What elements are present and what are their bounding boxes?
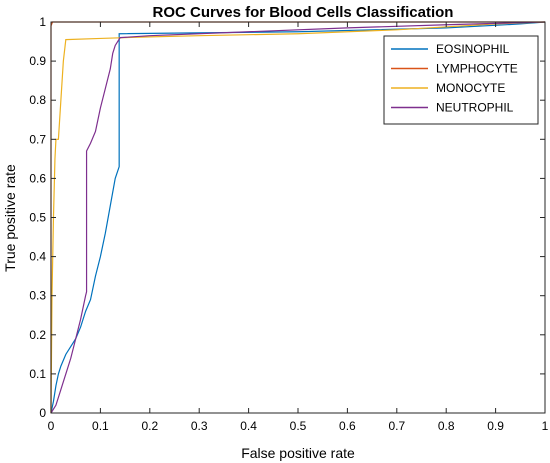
x-tick-label: 0.3 <box>191 419 208 433</box>
x-tick-label: 0 <box>48 419 55 433</box>
y-tick-label: 0.8 <box>29 93 46 107</box>
y-tick-label: 0.7 <box>29 132 46 146</box>
x-tick-label: 0.9 <box>487 419 504 433</box>
y-tick-label: 0.2 <box>29 328 46 342</box>
x-tick-label: 0.2 <box>141 419 158 433</box>
x-axis-label: False positive rate <box>241 445 355 461</box>
legend-label: LYMPHOCYTE <box>436 62 518 76</box>
y-tick-label: 0 <box>39 406 46 420</box>
legend-box <box>383 35 539 125</box>
legend-label: EOSINOPHIL <box>436 42 510 56</box>
plot-area: 0 0.1 0.2 0.3 0.4 0.5 0.6 0.7 0.8 0.9 1 0 0.1 0.2 0.3 0… <box>29 15 548 433</box>
y-tick-label: 0.5 <box>29 211 46 225</box>
series-line-eosinophil <box>50 21 546 414</box>
x-tick-label: 0.1 <box>92 419 109 433</box>
x-tick-label: 0.5 <box>290 419 307 433</box>
x-tick-label: 0.7 <box>388 419 405 433</box>
x-tick-label: 0.8 <box>438 419 455 433</box>
x-tick-label: 1 <box>542 419 549 433</box>
x-tick-label: 0.6 <box>339 419 356 433</box>
y-tick-label: 0.3 <box>29 289 46 303</box>
x-tick-label: 0.4 <box>240 419 257 433</box>
y-tick-label: 0.6 <box>29 171 46 185</box>
y-axis-label: True positive rate <box>2 164 18 272</box>
y-tick-label: 0.9 <box>29 54 46 68</box>
legend-label: MONOCYTE <box>436 81 505 95</box>
series-line-monocyte <box>50 21 546 414</box>
y-tick-label: 0.4 <box>29 250 46 264</box>
series-line-neutrophil <box>50 21 546 414</box>
y-tick-label: 0.1 <box>29 367 46 381</box>
chart-title: ROC Curves for Blood Cells Classificatio… <box>153 4 454 21</box>
legend: EOSINOPHIL LYMPHOCYTE MONOCYTE NEUTROPHIL <box>383 35 539 125</box>
legend-label: NEUTROPHIL <box>436 101 514 115</box>
y-tick-label: 1 <box>39 15 46 29</box>
